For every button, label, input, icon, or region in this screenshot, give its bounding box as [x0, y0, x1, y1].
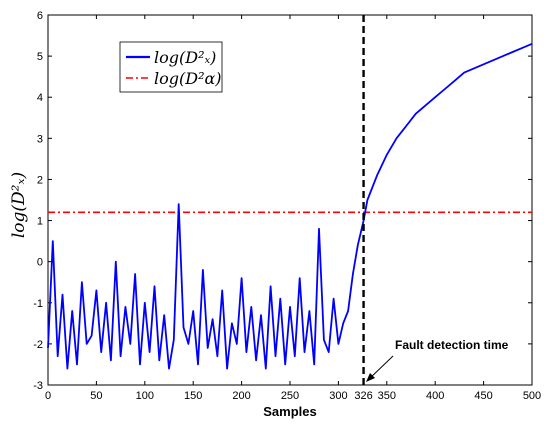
x-tick-label-10: 450	[474, 390, 492, 402]
y-tick-label-7: 4	[37, 92, 43, 104]
y-tick-label-9: 6	[37, 10, 43, 22]
x-tick-label-7: 326	[354, 390, 372, 402]
y-tick-label-1: -2	[33, 339, 43, 351]
y-tick-label-2: -1	[33, 298, 43, 310]
legend-label-threshold: log(D²α)	[154, 69, 222, 88]
legend-label-statistic: log(D²ₓ)	[154, 48, 216, 67]
fault-annotation: Fault detection time	[366, 338, 509, 382]
x-tick-label-0: 0	[45, 390, 51, 402]
series-statistic-line	[47, 42, 533, 370]
legend-box	[119, 41, 223, 93]
y-tick-label-5: 2	[37, 174, 43, 186]
x-tick-label-4: 200	[232, 390, 250, 402]
y-tick-label-8: 5	[37, 51, 43, 63]
x-tick-label-1: 50	[90, 390, 102, 402]
x-axis-ticks: 0 50 100 150 200 250 300 326 350 400 450 500	[45, 15, 541, 402]
y-axis-ticks: -3 -2 -1 0 1 2 3 4 5 6	[33, 10, 532, 392]
x-tick-label-11: 500	[523, 390, 541, 402]
x-tick-label-3: 150	[184, 390, 202, 402]
x-tick-label-9: 400	[426, 390, 444, 402]
y-tick-label-0: -3	[33, 380, 43, 392]
x-tick-label-6: 300	[329, 390, 347, 402]
y-axis-label: log(D²ₓ)	[9, 172, 29, 238]
y-tick-label-3: 0	[37, 257, 43, 269]
x-tick-label-5: 250	[281, 390, 299, 402]
legend: log(D²ₓ) log(D²α)	[119, 41, 223, 93]
annotation-arrowhead	[366, 373, 375, 382]
x-tick-label-8: 350	[378, 390, 396, 402]
x-axis-label: Samples	[263, 404, 316, 419]
series-layer	[47, 42, 533, 370]
x-tick-label-2: 100	[136, 390, 154, 402]
y-tick-label-6: 3	[37, 133, 43, 145]
y-tick-label-4: 1	[37, 216, 43, 228]
annotation-text: Fault detection time	[395, 338, 509, 352]
